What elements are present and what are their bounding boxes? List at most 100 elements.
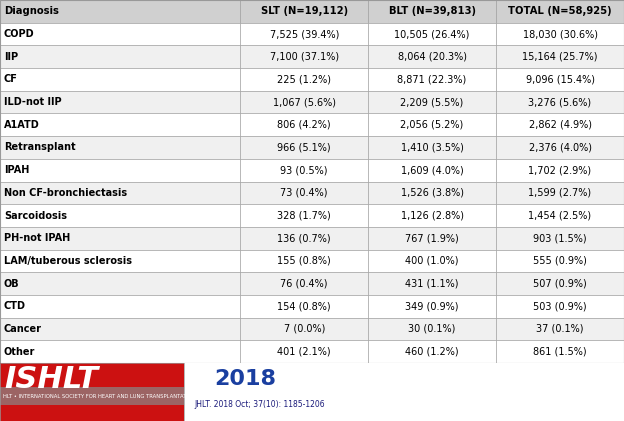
Text: 30 (0.1%): 30 (0.1%) — [409, 324, 456, 334]
Text: 401 (2.1%): 401 (2.1%) — [278, 346, 331, 357]
Text: 1,410 (3.5%): 1,410 (3.5%) — [401, 142, 464, 152]
Text: 2,056 (5.2%): 2,056 (5.2%) — [401, 120, 464, 130]
Text: 555 (0.9%): 555 (0.9%) — [533, 256, 587, 266]
Text: OB: OB — [4, 279, 19, 288]
Text: Retransplant: Retransplant — [4, 142, 76, 152]
Bar — [0, 23, 240, 45]
Bar — [240, 295, 368, 317]
Text: HLT • INTERNATIONAL SOCIETY FOR HEART AND LUNG TRANSPLANTATION: HLT • INTERNATIONAL SOCIETY FOR HEART AN… — [3, 394, 196, 399]
Bar — [368, 181, 496, 204]
Text: Sarcoidosis: Sarcoidosis — [4, 210, 67, 221]
Bar — [0, 204, 240, 227]
Text: 73 (0.4%): 73 (0.4%) — [280, 188, 328, 198]
Bar — [240, 272, 368, 295]
Text: 136 (0.7%): 136 (0.7%) — [278, 233, 331, 243]
Bar — [240, 68, 368, 91]
Text: 507 (0.9%): 507 (0.9%) — [533, 279, 587, 288]
Bar — [496, 227, 624, 250]
Text: 1,454 (2.5%): 1,454 (2.5%) — [529, 210, 592, 221]
Bar — [0, 272, 240, 295]
Text: A1ATD: A1ATD — [4, 120, 40, 130]
Text: Other: Other — [4, 346, 36, 357]
Text: 8,871 (22.3%): 8,871 (22.3%) — [397, 75, 467, 84]
Text: 10,505 (26.4%): 10,505 (26.4%) — [394, 29, 470, 39]
Text: 503 (0.9%): 503 (0.9%) — [534, 301, 587, 311]
Bar — [0, 340, 240, 363]
Bar — [368, 250, 496, 272]
Bar — [0, 45, 240, 68]
Bar — [0, 136, 240, 159]
Bar — [240, 23, 368, 45]
Text: Cancer: Cancer — [4, 324, 42, 334]
Text: ILD-not IIP: ILD-not IIP — [4, 97, 62, 107]
Bar — [0, 68, 240, 91]
Text: 3,276 (5.6%): 3,276 (5.6%) — [529, 97, 592, 107]
Bar — [368, 159, 496, 181]
Bar — [368, 295, 496, 317]
Bar — [0, 0, 240, 23]
Bar — [368, 340, 496, 363]
Bar — [496, 91, 624, 113]
Text: 349 (0.9%): 349 (0.9%) — [406, 301, 459, 311]
Text: 966 (5.1%): 966 (5.1%) — [278, 142, 331, 152]
Bar — [240, 91, 368, 113]
Text: 2,209 (5.5%): 2,209 (5.5%) — [401, 97, 464, 107]
Text: 1,599 (2.7%): 1,599 (2.7%) — [529, 188, 592, 198]
Text: CF: CF — [4, 75, 18, 84]
Bar — [496, 250, 624, 272]
Text: TOTAL (N=58,925): TOTAL (N=58,925) — [508, 6, 612, 16]
Bar — [368, 23, 496, 45]
Bar — [368, 272, 496, 295]
Bar — [496, 0, 624, 23]
Bar — [496, 113, 624, 136]
Bar — [368, 227, 496, 250]
Text: 2018: 2018 — [214, 369, 276, 389]
Text: ISHLT: ISHLT — [4, 365, 98, 394]
Bar — [240, 181, 368, 204]
Bar — [368, 204, 496, 227]
Text: CTD: CTD — [4, 301, 26, 311]
Bar — [0, 295, 240, 317]
Text: COPD: COPD — [4, 29, 34, 39]
Bar — [240, 45, 368, 68]
Bar — [496, 317, 624, 340]
Text: 1,526 (3.8%): 1,526 (3.8%) — [401, 188, 464, 198]
Bar — [240, 340, 368, 363]
Text: 7,100 (37.1%): 7,100 (37.1%) — [270, 52, 339, 62]
Bar — [368, 45, 496, 68]
Bar — [496, 181, 624, 204]
Text: 8,064 (20.3%): 8,064 (20.3%) — [397, 52, 467, 62]
Bar — [240, 250, 368, 272]
Text: 431 (1.1%): 431 (1.1%) — [406, 279, 459, 288]
Bar — [0, 250, 240, 272]
Text: 15,164 (25.7%): 15,164 (25.7%) — [522, 52, 598, 62]
Bar — [496, 136, 624, 159]
Bar — [0, 227, 240, 250]
Bar — [0, 91, 240, 113]
Text: 1,609 (4.0%): 1,609 (4.0%) — [401, 165, 464, 175]
Text: 225 (1.2%): 225 (1.2%) — [277, 75, 331, 84]
Text: 767 (1.9%): 767 (1.9%) — [405, 233, 459, 243]
Text: JHLT. 2018 Oct; 37(10): 1185-1206: JHLT. 2018 Oct; 37(10): 1185-1206 — [194, 400, 324, 409]
Bar — [496, 68, 624, 91]
Bar — [496, 159, 624, 181]
Bar — [240, 159, 368, 181]
Text: PH-not IPAH: PH-not IPAH — [4, 233, 71, 243]
Text: 18,030 (30.6%): 18,030 (30.6%) — [522, 29, 598, 39]
Bar — [240, 204, 368, 227]
Text: 2,862 (4.9%): 2,862 (4.9%) — [529, 120, 592, 130]
Bar — [496, 204, 624, 227]
Text: SLT (N=19,112): SLT (N=19,112) — [261, 6, 348, 16]
Bar — [496, 45, 624, 68]
Text: 155 (0.8%): 155 (0.8%) — [277, 256, 331, 266]
Text: 9,096 (15.4%): 9,096 (15.4%) — [525, 75, 595, 84]
Text: 7 (0.0%): 7 (0.0%) — [283, 324, 325, 334]
Bar — [240, 317, 368, 340]
Bar — [368, 113, 496, 136]
Text: 460 (1.2%): 460 (1.2%) — [406, 346, 459, 357]
Bar — [240, 227, 368, 250]
Text: 93 (0.5%): 93 (0.5%) — [280, 165, 328, 175]
Bar — [496, 340, 624, 363]
Bar — [0, 363, 184, 421]
Bar — [368, 0, 496, 23]
